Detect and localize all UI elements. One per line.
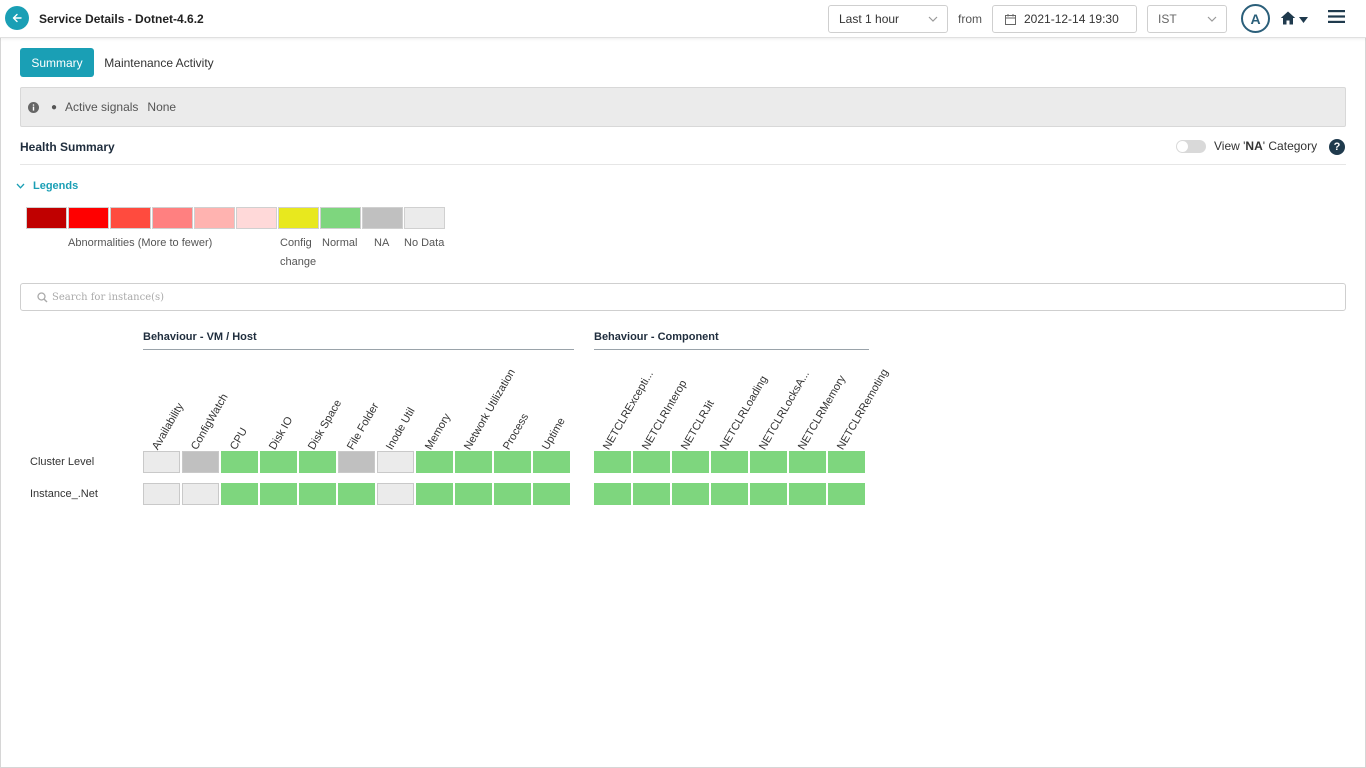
- tab-summary[interactable]: Summary: [20, 48, 94, 77]
- health-cell[interactable]: [299, 451, 336, 473]
- calendar-icon: [1005, 13, 1016, 25]
- health-cell[interactable]: [182, 483, 219, 505]
- from-label: from: [958, 12, 982, 26]
- health-cell[interactable]: [221, 483, 258, 505]
- health-cell[interactable]: [377, 451, 414, 473]
- search-icon: [37, 291, 48, 303]
- health-cell[interactable]: [338, 483, 375, 505]
- legends-toggle[interactable]: Legends: [16, 180, 78, 192]
- health-summary-title: Health Summary: [20, 140, 115, 154]
- health-cell[interactable]: [711, 483, 748, 505]
- hamburger-menu-icon[interactable]: [1328, 9, 1345, 27]
- active-signals-bar: ● Active signals None: [20, 87, 1346, 127]
- health-cell[interactable]: [416, 451, 453, 473]
- legend-swatch: [278, 207, 319, 229]
- view-na-prefix: View ': [1214, 139, 1246, 153]
- timezone-select[interactable]: IST: [1147, 5, 1227, 33]
- health-cell[interactable]: [182, 451, 219, 473]
- group-underline-vm-host: [143, 349, 574, 350]
- row-label-instance: Instance_.Net: [30, 488, 98, 500]
- bullet-icon: ●: [51, 101, 58, 113]
- view-na-bold: NA: [1245, 139, 1263, 153]
- page-title: Service Details - Dotnet-4.6.2: [39, 12, 204, 26]
- health-cell[interactable]: [221, 451, 258, 473]
- instance-search-box[interactable]: [20, 283, 1346, 311]
- section-divider: [20, 164, 1346, 165]
- health-cell[interactable]: [711, 451, 748, 473]
- chevron-down-icon: [16, 183, 25, 189]
- legend-swatch: [68, 207, 109, 229]
- legend-swatch: [152, 207, 193, 229]
- tab-maintenance-activity[interactable]: Maintenance Activity: [104, 55, 214, 70]
- toggle-knob: [1177, 141, 1188, 152]
- health-cell[interactable]: [455, 483, 492, 505]
- chevron-down-icon: [1206, 13, 1218, 28]
- view-na-suffix: ' Category: [1262, 139, 1318, 153]
- health-cell[interactable]: [143, 451, 180, 473]
- legend-swatch: [236, 207, 277, 229]
- health-cell[interactable]: [455, 451, 492, 473]
- health-cell[interactable]: [416, 483, 453, 505]
- health-cell[interactable]: [672, 451, 709, 473]
- health-cell[interactable]: [377, 483, 414, 505]
- health-cell[interactable]: [260, 451, 297, 473]
- legend-swatch: [194, 207, 235, 229]
- health-cell[interactable]: [143, 483, 180, 505]
- legend-abnormalities-label: Abnormalities (More to fewer): [68, 237, 213, 249]
- legend-nodata-label: No Data: [404, 237, 445, 249]
- legend-swatch: [404, 207, 445, 229]
- health-cell[interactable]: [789, 451, 826, 473]
- avatar[interactable]: A: [1241, 4, 1270, 33]
- home-menu-button[interactable]: [1280, 11, 1308, 28]
- top-header: Service Details - Dotnet-4.6.2 Last 1 ho…: [0, 0, 1366, 38]
- active-signals-value: None: [147, 100, 177, 114]
- legend-normal-label: Normal: [322, 237, 358, 249]
- info-icon: [28, 101, 39, 113]
- legend-config-label-1: Config: [280, 237, 312, 249]
- health-cell[interactable]: [789, 483, 826, 505]
- legend-swatch: [362, 207, 403, 229]
- help-icon[interactable]: ?: [1329, 139, 1345, 155]
- health-cell[interactable]: [494, 451, 531, 473]
- row-label-cluster-level: Cluster Level: [30, 456, 95, 468]
- chevron-down-icon: [927, 13, 939, 28]
- group-title-component: Behaviour - Component: [594, 331, 719, 343]
- health-cell[interactable]: [672, 483, 709, 505]
- legend-config-label-2: change: [280, 256, 317, 268]
- view-na-label: View 'NA' Category: [1214, 139, 1317, 153]
- legend-swatch: [26, 207, 67, 229]
- health-cell[interactable]: [594, 483, 631, 505]
- health-cell[interactable]: [633, 483, 670, 505]
- health-cell[interactable]: [533, 451, 570, 473]
- legend-swatch: [110, 207, 151, 229]
- group-underline-component: [594, 349, 869, 350]
- health-cell[interactable]: [750, 483, 787, 505]
- active-signals-label: Active signals: [65, 100, 139, 114]
- health-cell[interactable]: [533, 483, 570, 505]
- caret-down-icon: [1299, 16, 1308, 23]
- health-cell[interactable]: [299, 483, 336, 505]
- back-arrow-icon[interactable]: [5, 6, 29, 30]
- legend-swatch: [320, 207, 361, 229]
- date-value: 2021-12-14 19:30: [1024, 12, 1119, 26]
- legends-label: Legends: [33, 180, 79, 192]
- search-input[interactable]: [52, 291, 652, 303]
- health-cell[interactable]: [494, 483, 531, 505]
- health-cell[interactable]: [594, 451, 631, 473]
- group-title-vm-host: Behaviour - VM / Host: [143, 331, 257, 343]
- home-icon: [1280, 11, 1296, 28]
- date-picker[interactable]: 2021-12-14 19:30: [992, 5, 1137, 33]
- health-cell[interactable]: [338, 451, 375, 473]
- health-cell[interactable]: [260, 483, 297, 505]
- time-range-select[interactable]: Last 1 hour: [828, 5, 948, 33]
- health-cell[interactable]: [828, 451, 865, 473]
- time-range-value: Last 1 hour: [839, 12, 900, 26]
- health-cell[interactable]: [828, 483, 865, 505]
- legend-na-label: NA: [374, 237, 390, 249]
- health-cell[interactable]: [633, 451, 670, 473]
- timezone-value: IST: [1158, 12, 1177, 26]
- view-na-toggle[interactable]: [1176, 140, 1206, 153]
- health-cell[interactable]: [750, 451, 787, 473]
